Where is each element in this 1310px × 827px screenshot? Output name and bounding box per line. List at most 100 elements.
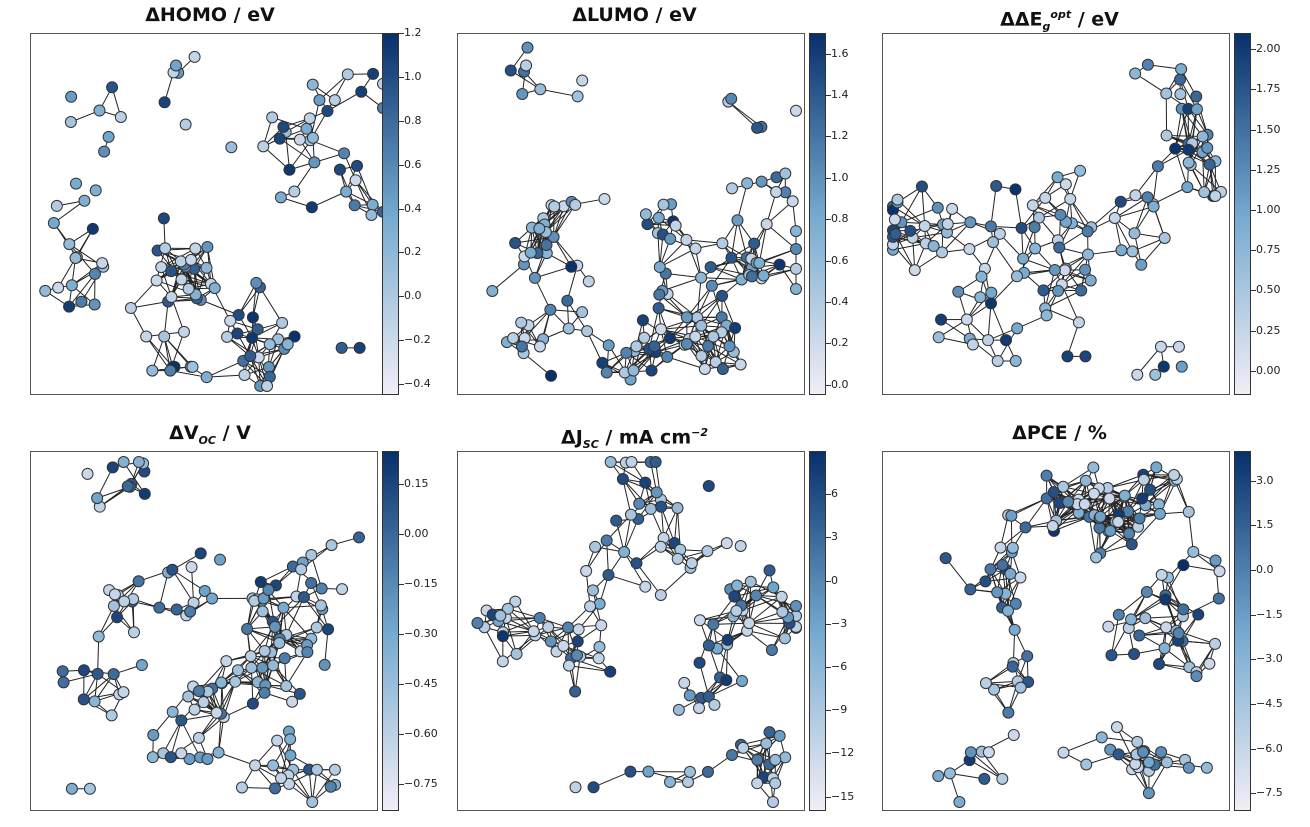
network-node <box>751 777 764 790</box>
network-node <box>982 746 995 759</box>
network-node <box>726 182 739 195</box>
network-edge <box>749 616 789 624</box>
network-node <box>341 68 354 81</box>
network-node <box>542 621 555 634</box>
network-node <box>964 746 977 759</box>
network-node <box>1054 208 1067 221</box>
network-node <box>1072 316 1085 329</box>
network-node <box>1009 355 1022 368</box>
chart-title: ΔPCE / % <box>1012 422 1107 444</box>
network-edge <box>151 336 165 371</box>
network-node <box>753 257 766 270</box>
network-node <box>672 703 685 716</box>
network-node <box>1182 761 1195 774</box>
network-node <box>1084 274 1097 287</box>
network-node <box>627 364 640 377</box>
network-node <box>322 623 335 636</box>
network-edge <box>130 280 157 309</box>
network-node <box>201 240 214 253</box>
network-node <box>775 590 788 603</box>
network-node <box>118 595 131 608</box>
network-node <box>1014 681 1027 694</box>
network-edge <box>659 239 687 268</box>
network-node <box>102 130 115 143</box>
colorbar-tickmark <box>1251 89 1256 91</box>
network-node <box>200 261 213 274</box>
network-node <box>306 131 319 144</box>
network-edge <box>990 275 1018 304</box>
colorbar-tickmark <box>826 260 831 262</box>
network-edge <box>1118 591 1148 616</box>
network-node <box>280 680 293 693</box>
colorbar-tickmark <box>1251 169 1256 171</box>
network-node <box>318 658 331 671</box>
colorbar-tick-label: 1.0 <box>404 69 422 83</box>
network-node <box>1144 483 1157 496</box>
network-node <box>988 683 1001 696</box>
network-edge <box>97 636 100 674</box>
colorbar <box>382 451 399 811</box>
network-node <box>225 141 238 154</box>
network-edge <box>303 596 329 630</box>
network-node <box>106 461 119 474</box>
network-node <box>1172 627 1185 640</box>
network-node <box>1209 189 1222 202</box>
network-node <box>737 741 750 754</box>
panel-gap: ΔΔEgopt / eV 2.00 1.75 1.50 1.25 1.00 0.75 0.5… <box>872 0 1302 405</box>
network-node <box>587 781 600 794</box>
network-node <box>284 749 297 762</box>
network-node <box>663 332 676 345</box>
network-edge <box>895 233 916 271</box>
network-node <box>770 185 783 198</box>
network-node <box>1200 761 1213 774</box>
network-node <box>702 479 715 492</box>
network-node <box>602 339 615 352</box>
network-edge <box>701 277 742 281</box>
network-node <box>355 85 368 98</box>
network-node <box>235 781 248 794</box>
network-node <box>286 695 299 708</box>
network-node <box>1160 129 1173 142</box>
network-node <box>1149 368 1162 381</box>
network-edge <box>941 221 971 253</box>
network-node <box>244 650 257 663</box>
network-node <box>707 330 720 343</box>
network-node <box>595 619 608 632</box>
network-node <box>215 676 228 689</box>
network-node <box>1158 642 1171 655</box>
network-node <box>939 552 952 565</box>
network-node <box>769 777 782 790</box>
network-node <box>39 284 52 297</box>
network-edge <box>1135 165 1159 196</box>
network-edge <box>622 478 632 515</box>
network-node <box>1047 486 1060 499</box>
network-plot <box>30 33 392 395</box>
network-node <box>88 267 101 280</box>
network-node <box>524 246 537 259</box>
network-node <box>1015 221 1028 234</box>
colorbar-tickmark <box>1251 748 1256 750</box>
colorbar-tickmark <box>1251 330 1256 332</box>
network-edge <box>758 224 768 264</box>
network-node <box>1103 492 1116 505</box>
network-edge <box>274 596 305 628</box>
network-edge <box>901 207 938 223</box>
colorbar-tick-label: 0.00 <box>1256 363 1281 377</box>
network-edge <box>660 325 702 330</box>
network-node <box>509 237 522 250</box>
colorbar-tick-label: 1.25 <box>1256 162 1281 176</box>
network-node <box>642 765 655 778</box>
network-edge <box>1044 269 1056 309</box>
network-node <box>1181 181 1194 194</box>
network-node <box>1141 191 1154 204</box>
network-edge <box>1190 164 1222 193</box>
network-node <box>1137 746 1150 759</box>
network-node <box>653 261 666 274</box>
network-node <box>310 763 323 776</box>
network-node <box>932 770 945 783</box>
network-node <box>262 583 275 596</box>
network-node <box>77 664 90 677</box>
network-node <box>1133 629 1146 642</box>
colorbar <box>809 33 826 395</box>
network-edge <box>623 551 646 587</box>
